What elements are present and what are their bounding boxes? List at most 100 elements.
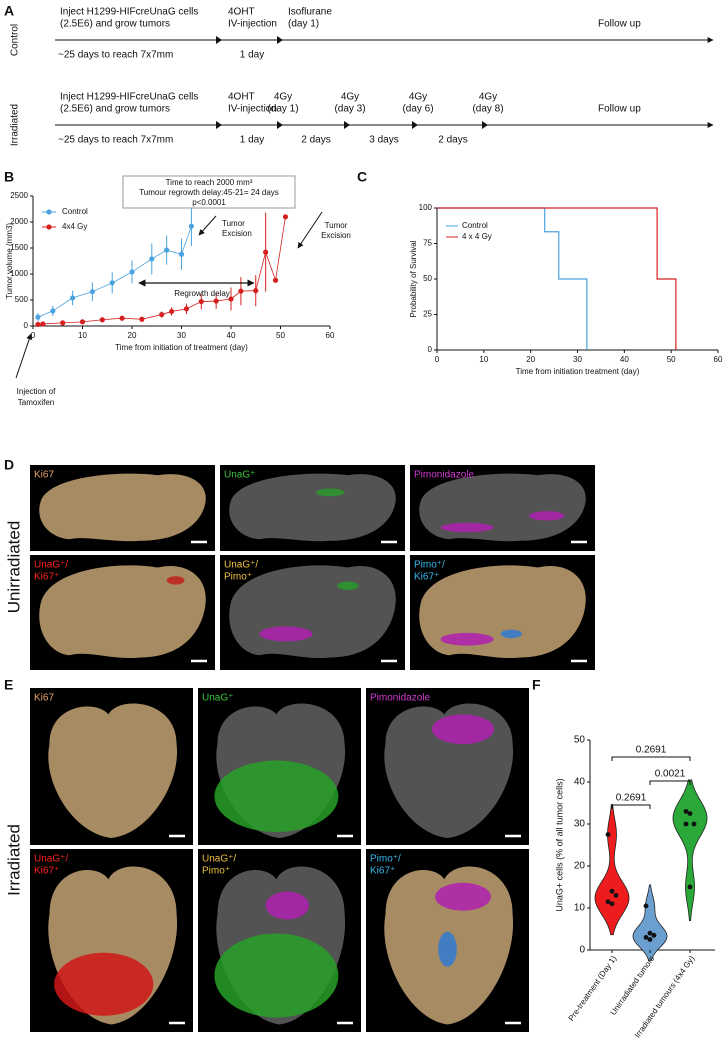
data-point — [70, 295, 76, 301]
p-value: 0.2691 — [636, 745, 667, 756]
y-tick-label: 0 — [24, 321, 29, 330]
x-axis-label: Time from initiation of treatment (day) — [115, 343, 248, 352]
y-tick-label: 1000 — [10, 269, 28, 278]
data-point — [609, 901, 615, 907]
channel-label: Pimo⁺ — [202, 866, 230, 877]
timeline-event — [277, 121, 283, 129]
data-point — [164, 247, 170, 253]
timeline-step-label: IV-injection — [228, 104, 277, 115]
annotation: Excision — [321, 231, 351, 240]
data-point — [40, 321, 46, 327]
timeline-step-label: Inject H1299-HIFcreUnaG cells — [60, 92, 198, 103]
tissue — [229, 473, 396, 542]
annotation: Tumor — [222, 219, 245, 228]
timeline-step-label: (day 1) — [288, 19, 319, 30]
violin — [594, 804, 630, 936]
y-tick-label: 50 — [574, 735, 586, 746]
data-point — [683, 821, 689, 827]
tissue — [384, 703, 514, 839]
timeline-step-label: (2.5E6) and grow tumors — [60, 19, 170, 30]
annotation: Tumour regrowth delay:45-21= 24 days — [139, 188, 279, 197]
channel-label: Ki67⁺ — [34, 866, 59, 877]
timeline-step-label: IV-injection — [228, 19, 277, 30]
legend-label: 4 x 4 Gy — [462, 232, 492, 241]
data-point — [109, 280, 115, 286]
annotation: Regrowth delay — [174, 289, 230, 298]
survival-step — [437, 207, 588, 350]
timeline-duration: ~25 days to reach 7x7mm — [58, 50, 173, 61]
data-point — [238, 288, 244, 294]
data-point — [35, 321, 41, 328]
data-point — [139, 316, 145, 322]
row-label: Irradiated — [4, 824, 23, 896]
y-tick-label: 0 — [428, 345, 433, 354]
data-point — [687, 884, 693, 890]
timeline-step-label: (day 1) — [267, 104, 298, 115]
data-point — [643, 903, 649, 909]
timeline-event — [344, 121, 350, 129]
data-point — [691, 821, 697, 827]
data-point — [35, 314, 41, 320]
legend-label: Control — [462, 221, 488, 230]
stain-region — [214, 933, 339, 1018]
annotation-arrow — [15, 333, 33, 379]
data-point — [213, 298, 219, 304]
data-point — [651, 932, 657, 938]
channel-label: UnaG⁺ — [202, 693, 233, 704]
tissue — [419, 565, 586, 659]
tissue — [419, 473, 586, 542]
annotation: Injection of — [17, 387, 56, 396]
y-tick-label: 0 — [579, 945, 585, 956]
data-point — [605, 832, 611, 837]
data-point — [183, 306, 190, 312]
stain-region — [214, 760, 339, 833]
violin — [632, 884, 668, 961]
tissue-section — [39, 473, 206, 542]
x-tick-label: 40 — [620, 355, 629, 364]
tissue-section — [229, 565, 396, 659]
timeline-step-label: 4Gy — [341, 92, 359, 103]
annotation-arrow — [297, 211, 323, 249]
channel-label: Ki67⁺ — [370, 866, 395, 877]
data-point — [647, 930, 653, 936]
y-axis-label: Tumor volume (mm3) — [5, 223, 14, 299]
y-tick-label: 75 — [423, 239, 432, 248]
significance-bracket — [649, 780, 691, 785]
channel-label: UnaG⁺ — [224, 470, 255, 481]
data-point — [188, 223, 194, 229]
survival-step — [437, 207, 677, 350]
timeline-step-label: (2.5E6) and grow tumors — [60, 104, 170, 115]
series-line — [37, 216, 286, 325]
tissue-section — [419, 473, 586, 542]
panel-letter: C — [357, 169, 367, 185]
annotation: p<0.0001 — [192, 198, 226, 207]
timeline-step-label: 4Gy — [409, 92, 427, 103]
x-tick-label: 0 — [435, 355, 440, 364]
y-tick-label: 2500 — [10, 191, 28, 200]
stain-region — [316, 488, 345, 497]
y-tick-label: 2000 — [10, 217, 28, 226]
x-tick-label: 10 — [78, 331, 87, 340]
timeline-step-label: Follow up — [598, 19, 641, 30]
timeline-event — [482, 121, 488, 129]
annotation: Tamoxifen — [18, 398, 54, 407]
stain-region — [432, 714, 494, 745]
stain-region — [54, 952, 154, 1016]
stain-region — [259, 626, 313, 642]
timeline-row-label: Irradiated — [10, 104, 21, 146]
x-tick-label: 40 — [227, 331, 236, 340]
channel-label: UnaG⁺/ — [34, 560, 68, 571]
data-point — [282, 214, 289, 220]
significance-bracket — [611, 756, 691, 761]
x-tick-label: 0 — [31, 331, 36, 340]
timeline-duration: 1 day — [240, 135, 264, 146]
significance-bracket — [611, 804, 651, 809]
stain-region — [166, 576, 185, 585]
data-point — [263, 249, 269, 255]
x-axis-label: Time from initiation treatment (day) — [516, 367, 640, 376]
legend-marker — [46, 224, 52, 230]
timeline-row-label: Control — [10, 24, 21, 56]
data-point — [647, 937, 653, 942]
